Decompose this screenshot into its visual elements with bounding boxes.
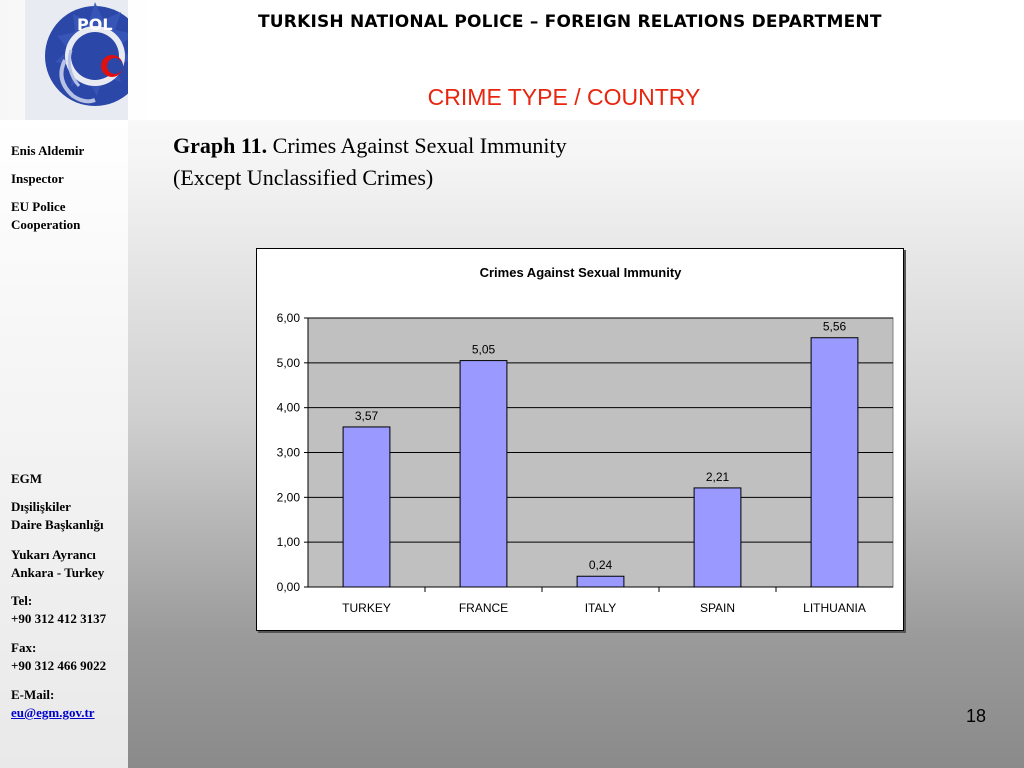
x-tick-label: FRANCE xyxy=(459,601,508,615)
unit-line-1: EU Police xyxy=(11,199,66,214)
graph-caption: Graph 11. Crimes Against Sexual Immunity… xyxy=(173,130,567,194)
dept-line-2: Daire Başkanlığı xyxy=(11,517,104,532)
department-title: TURKISH NATIONAL POLICE – FOREIGN RELATI… xyxy=(258,12,882,32)
address-line-2: Ankara - Turkey xyxy=(11,565,105,580)
fax-value: +90 312 466 9022 xyxy=(11,658,107,673)
dept-line-1: Dışilişkiler xyxy=(11,499,71,514)
bar xyxy=(576,575,625,588)
header-band xyxy=(0,0,1024,120)
y-tick-label: 4,00 xyxy=(277,401,301,415)
bar xyxy=(810,337,859,588)
tel-label: Tel: xyxy=(11,593,33,608)
data-label: 5,05 xyxy=(472,343,496,357)
page-number: 18 xyxy=(966,706,987,726)
address-line-1: Yukarı Ayrancı xyxy=(11,547,96,562)
presenter-role: Inspector xyxy=(11,171,64,186)
y-tick-label: 5,00 xyxy=(277,356,301,370)
logo-lettering: POL xyxy=(77,15,113,34)
x-tick-label: TURKEY xyxy=(342,601,391,615)
caption-line-2: (Except Unclassified Crimes) xyxy=(173,165,434,190)
data-label: 0,24 xyxy=(589,558,613,572)
y-tick-label: 6,00 xyxy=(277,311,301,325)
fax-label: Fax: xyxy=(11,640,37,655)
chart-container: Crimes Against Sexual Immunity 0,00 1,00 2,… xyxy=(256,248,904,631)
email-value: eu@egm.gov.tr xyxy=(11,704,95,722)
org-name: EGM xyxy=(11,471,43,486)
bar xyxy=(342,426,391,588)
data-label: 2,21 xyxy=(706,470,730,484)
data-label: 5,56 xyxy=(823,320,847,334)
y-tick-label: 1,00 xyxy=(277,535,301,549)
caption-line-1: Graph 11. Crimes Against Sexual Immunity xyxy=(173,130,567,162)
bar xyxy=(459,360,508,588)
chart-title: Crimes Against Sexual Immunity xyxy=(480,265,683,280)
bar xyxy=(693,487,742,588)
police-badge-icon: POL xyxy=(45,2,128,106)
x-tick-label: ITALY xyxy=(585,601,617,615)
y-tick-label: 3,00 xyxy=(277,446,301,460)
police-logo: POL xyxy=(25,0,128,120)
email-link[interactable]: eu@egm.gov.tr xyxy=(11,705,95,720)
y-tick-label: 2,00 xyxy=(277,490,301,504)
caption-text: Crimes Against Sexual Immunity xyxy=(272,133,567,158)
slide-title: CRIME TYPE / COUNTRY xyxy=(427,84,701,110)
bar-chart: Crimes Against Sexual Immunity 0,00 1,00 2,… xyxy=(277,265,894,615)
email-label: E-Mail: xyxy=(11,687,55,702)
tel-value: +90 312 412 3137 xyxy=(11,611,107,626)
presenter-name: Enis Aldemir xyxy=(11,143,85,158)
unit-line-2: Cooperation xyxy=(11,217,81,232)
y-tick-label: 0,00 xyxy=(277,580,301,594)
data-label: 3,57 xyxy=(355,409,379,423)
x-tick-label: SPAIN xyxy=(700,601,735,615)
contact-sidebar: Enis Aldemir Inspector EU Police Coopera… xyxy=(0,120,128,768)
x-tick-label: LITHUANIA xyxy=(803,601,866,615)
caption-bold: Graph 11. xyxy=(173,133,268,158)
